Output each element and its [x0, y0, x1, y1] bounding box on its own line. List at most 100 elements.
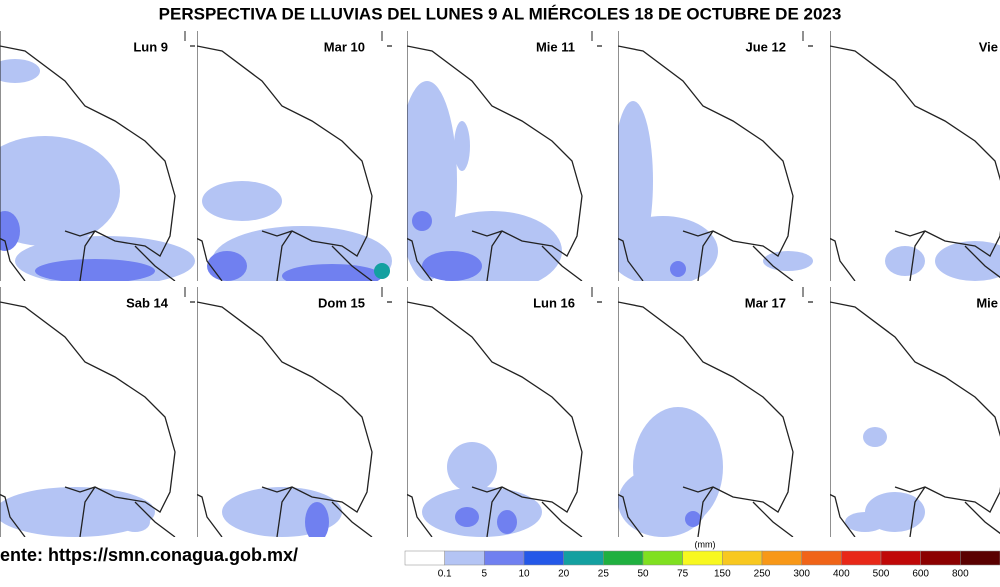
rain-area — [618, 216, 718, 281]
rain-area — [0, 487, 155, 537]
rain-area — [845, 512, 885, 532]
map-panel: Vie — [830, 31, 1000, 281]
map-content — [407, 287, 602, 537]
border — [197, 301, 392, 537]
map-content — [0, 31, 195, 281]
border — [0, 287, 186, 537]
border — [407, 31, 593, 281]
rain-area — [497, 510, 517, 534]
legend-tick-label: 50 — [637, 569, 649, 580]
map-panel: Mie — [830, 287, 1000, 537]
legend-swatch — [444, 550, 485, 566]
rain-area — [422, 487, 542, 537]
legend-swatch — [523, 550, 564, 566]
legend-tick-label: 500 — [873, 569, 890, 580]
legend-tick-label: 20 — [558, 569, 570, 580]
legend-swatch — [722, 550, 763, 566]
legend-tick-label: 150 — [714, 569, 731, 580]
legend-swatch — [960, 550, 1000, 566]
panel-label: Lun 16 — [533, 295, 575, 310]
border — [618, 31, 804, 281]
legend-swatch — [603, 550, 644, 566]
rain-area — [863, 427, 887, 447]
rain-area — [120, 512, 150, 532]
rain-area — [422, 251, 482, 281]
rain-area — [763, 251, 813, 271]
legend-swatch — [682, 550, 723, 566]
panel-label: Jue 12 — [746, 39, 786, 54]
legend-swatch — [761, 550, 802, 566]
map-content — [197, 287, 392, 537]
border — [407, 287, 593, 537]
map-content — [830, 287, 1000, 537]
map-panel: Mie 11 — [407, 31, 602, 281]
rain-area — [447, 442, 497, 492]
rain-area — [207, 251, 247, 281]
rain-area — [0, 59, 40, 83]
border — [407, 301, 602, 537]
legend-tick-label: 600 — [912, 569, 929, 580]
panel-label: Vie — [979, 39, 998, 54]
legend-tick-label: 300 — [793, 569, 810, 580]
rain-area — [935, 241, 1000, 281]
rain-area — [0, 136, 120, 246]
border — [0, 301, 195, 537]
rain-area — [885, 246, 925, 276]
border — [197, 45, 392, 281]
map-panel: Mar 10 — [197, 31, 392, 281]
legend-swatch — [841, 550, 882, 566]
rain-area — [412, 211, 432, 231]
panel-label: Mar 10 — [324, 39, 365, 54]
rain-area — [455, 507, 479, 527]
rain-area — [374, 263, 390, 279]
rain-area — [454, 121, 470, 171]
map-panel: Dom 15 — [197, 287, 392, 537]
legend-tick-label: 25 — [598, 569, 610, 580]
map-panel: Mar 17 — [618, 287, 813, 537]
legend-tick-label: 800 — [952, 569, 969, 580]
legend-swatch — [484, 550, 525, 566]
rain-area — [35, 259, 155, 281]
map-content — [618, 287, 813, 537]
legend-unit: (mm) — [695, 539, 716, 549]
legend-swatch — [404, 550, 445, 566]
legend-tick-label: 75 — [677, 569, 689, 580]
rain-area — [305, 502, 329, 537]
panel-label: Lun 9 — [133, 39, 168, 54]
legend: 0.1 5 10 20 25 50 75 150 250 300 400 500 600 800 — [404, 550, 1000, 580]
legend-swatch — [642, 550, 683, 566]
border — [0, 31, 186, 281]
border — [197, 31, 383, 281]
legend-swatch — [801, 550, 842, 566]
map-content — [618, 31, 813, 281]
map-panel: Sab 14 — [0, 287, 195, 537]
border — [830, 301, 1000, 537]
border — [0, 45, 195, 281]
rain-area — [202, 181, 282, 221]
legend-swatch — [563, 550, 604, 566]
map-panel: Lun 9 — [0, 31, 195, 281]
map-content — [0, 287, 195, 537]
panel-label: Dom 15 — [318, 295, 365, 310]
border — [197, 287, 383, 537]
map-grid: Lun 9 Mar 10 Mie 11 Jue 12 Vie Sab 14 Dom 15 Lu… — [0, 31, 1000, 537]
map-content — [830, 31, 1000, 281]
panel-label: Mie — [976, 295, 998, 310]
legend-tick-label: 5 — [482, 569, 488, 580]
legend-swatch — [920, 550, 961, 566]
panel-label: Sab 14 — [126, 295, 169, 310]
border — [618, 287, 804, 537]
map-content — [407, 31, 602, 281]
rain-area — [282, 264, 382, 281]
border — [618, 45, 813, 281]
rain-area — [670, 261, 686, 277]
map-bg — [830, 31, 1000, 281]
legend-swatch — [880, 550, 921, 566]
map-content — [197, 31, 392, 281]
panel-label: Mie 11 — [536, 39, 575, 54]
border — [407, 45, 602, 281]
legend-tick-label: 0.1 — [438, 569, 452, 580]
map-panel: Lun 16 — [407, 287, 602, 537]
border — [618, 301, 813, 537]
